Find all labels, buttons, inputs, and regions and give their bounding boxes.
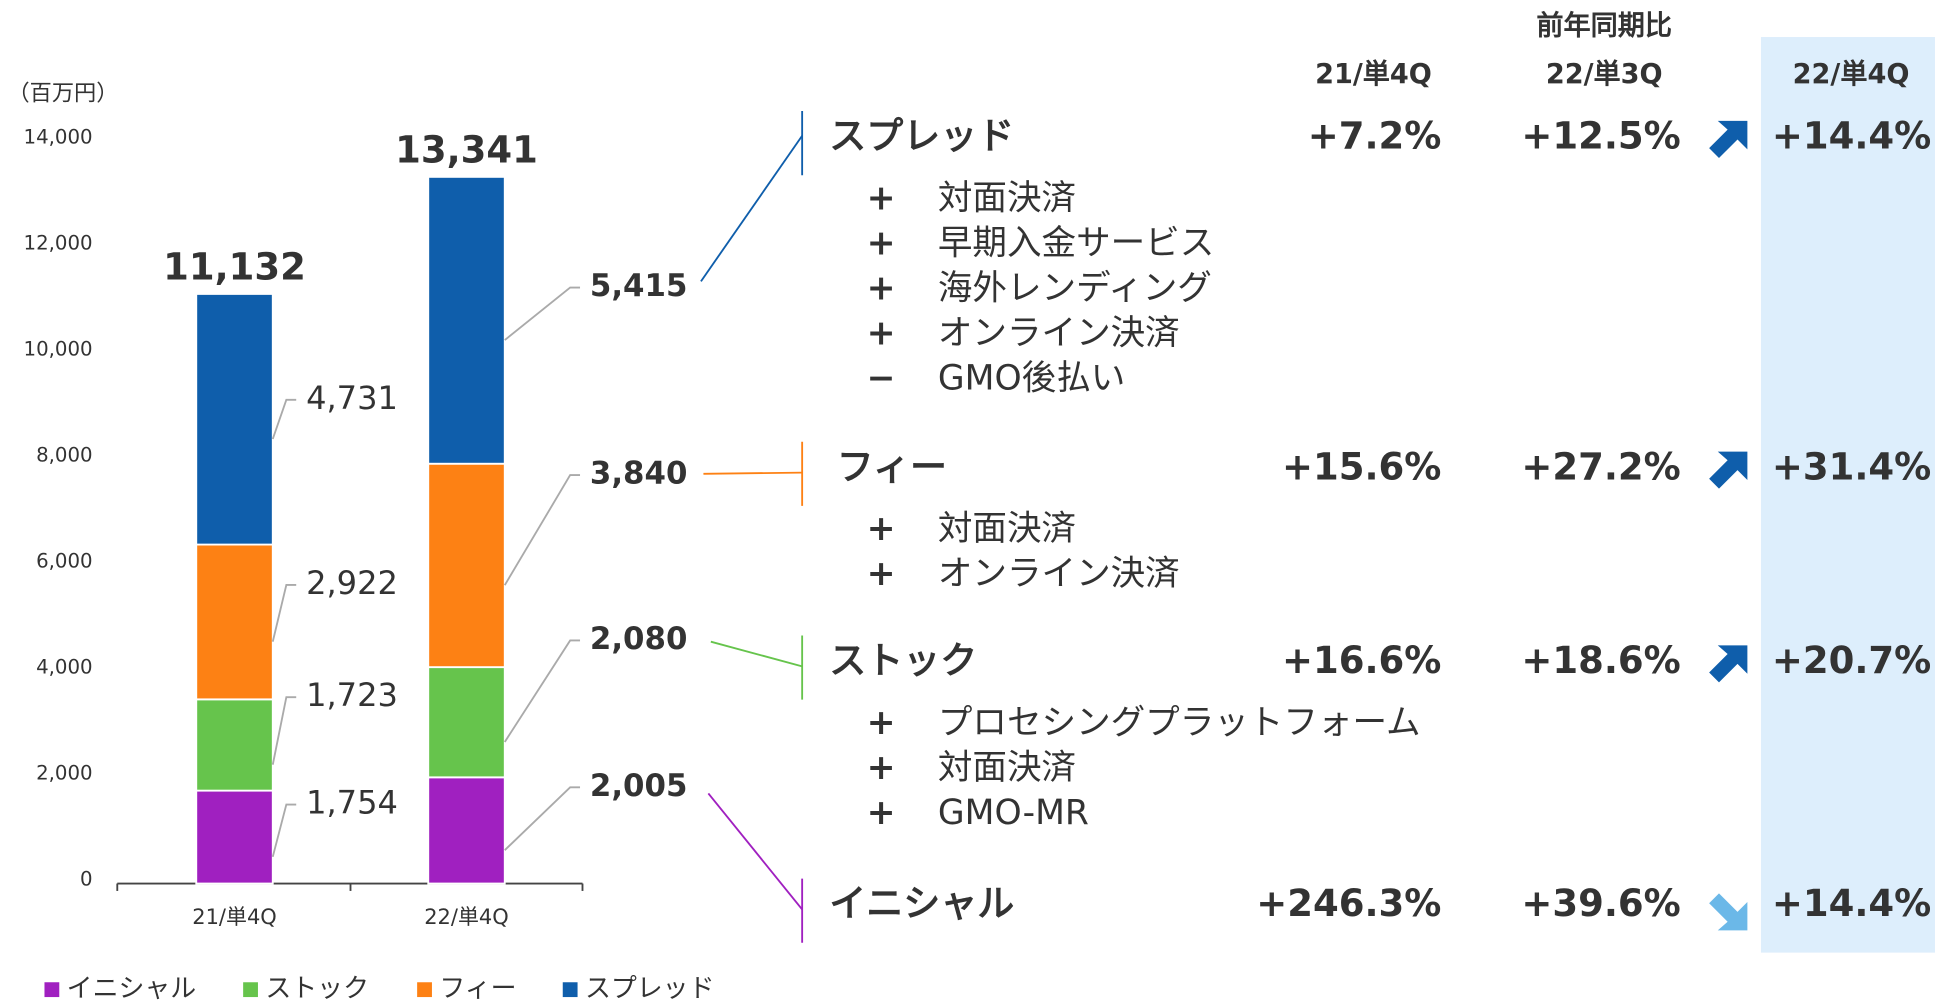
connector xyxy=(707,792,803,911)
item-sign: + xyxy=(867,509,896,549)
row-value: +12.5% xyxy=(1521,115,1680,158)
leader-line xyxy=(271,803,297,858)
bar-segment xyxy=(427,666,506,779)
item-text: 対面決済 xyxy=(938,509,1076,549)
value-label: 4,731 xyxy=(306,379,398,417)
row-value: +27.2% xyxy=(1521,445,1680,488)
bar-segment xyxy=(427,462,506,669)
legend-swatch xyxy=(243,982,258,998)
total-label: 11,132 xyxy=(163,246,306,289)
item-sign: + xyxy=(867,748,896,788)
legend-label: フィー xyxy=(439,974,516,1002)
leader-line xyxy=(271,696,297,765)
row-name: フィー xyxy=(837,445,947,488)
trend-arrow xyxy=(1709,120,1748,158)
legend-swatch xyxy=(44,982,60,998)
legend-label: ストック xyxy=(265,974,369,1002)
row-name: イニシャル xyxy=(829,882,1014,925)
row-value: +14.4% xyxy=(1772,882,1931,925)
row-name: ストック xyxy=(829,639,977,682)
value-label: 2,005 xyxy=(590,768,688,804)
bar-segment xyxy=(427,175,506,465)
total-label: 13,341 xyxy=(395,129,538,172)
column-header: 22/単3Q xyxy=(1546,58,1663,90)
y-tick-label: 4,000 xyxy=(36,655,93,678)
item-text: オンライン決済 xyxy=(938,314,1180,354)
legend-swatch xyxy=(562,982,578,998)
row-value: +16.6% xyxy=(1282,639,1441,682)
item-sign: + xyxy=(867,223,896,263)
trend-arrow xyxy=(1709,645,1748,683)
item-text: 海外レンディング xyxy=(938,268,1212,308)
value-label: 2,080 xyxy=(590,621,688,657)
connector xyxy=(700,135,803,282)
value-label: 2,922 xyxy=(306,564,398,602)
highlight-panel xyxy=(1760,37,1935,953)
bar-segment xyxy=(195,543,274,701)
row-value: +15.6% xyxy=(1282,445,1441,488)
value-label: 1,723 xyxy=(306,676,398,714)
item-sign: + xyxy=(867,703,896,743)
x-tick-label: 22/単4Q xyxy=(424,905,509,929)
item-text: オンライン決済 xyxy=(938,554,1180,594)
row-value: +246.3% xyxy=(1256,882,1441,925)
item-sign: + xyxy=(867,268,896,308)
item-text: 早期入金サービス xyxy=(938,223,1214,263)
item-sign: − xyxy=(867,359,896,399)
leader-line xyxy=(271,583,297,642)
y-tick-label: 0 xyxy=(80,867,93,890)
row-name: スプレッド xyxy=(829,115,1014,158)
row-value: +31.4% xyxy=(1772,445,1931,488)
x-tick-label: 21/単4Q xyxy=(192,905,277,929)
bar-segment xyxy=(195,789,274,885)
item-text: 対面決済 xyxy=(938,748,1076,788)
value-label: 3,840 xyxy=(590,456,688,492)
connector xyxy=(703,471,803,475)
row-value: +7.2% xyxy=(1308,115,1442,158)
unit-label: （百万円） xyxy=(7,80,118,106)
bar-segment xyxy=(427,776,506,885)
y-tick-label: 10,000 xyxy=(24,338,93,361)
item-sign: + xyxy=(867,314,896,354)
leader-line xyxy=(504,286,581,341)
row-value: +20.7% xyxy=(1772,639,1931,682)
y-tick-label: 2,000 xyxy=(36,761,93,784)
item-text: GMO-MR xyxy=(938,793,1089,833)
item-text: GMO後払い xyxy=(938,359,1125,399)
column-header: 21/単4Q xyxy=(1315,58,1432,90)
y-tick-label: 12,000 xyxy=(24,232,93,255)
column-header: 22/単4Q xyxy=(1793,58,1910,90)
bar-segment xyxy=(195,698,274,792)
legend-label: スプレッド xyxy=(585,974,715,1002)
row-value: +14.4% xyxy=(1772,115,1931,158)
item-sign: + xyxy=(867,793,896,833)
item-sign: + xyxy=(867,554,896,594)
trend-arrow xyxy=(1709,451,1748,489)
row-value: +18.6% xyxy=(1521,639,1680,682)
value-label: 1,754 xyxy=(306,784,398,822)
group-header: 前年同期比 xyxy=(1536,10,1672,42)
y-tick-label: 14,000 xyxy=(24,126,93,149)
row-value: +39.6% xyxy=(1521,882,1680,925)
leader-line xyxy=(503,474,581,586)
leader-line xyxy=(271,398,297,440)
trend-arrow xyxy=(1709,893,1748,931)
connector xyxy=(710,640,803,668)
y-tick-label: 8,000 xyxy=(36,444,93,467)
leader-line xyxy=(503,639,581,743)
item-sign: + xyxy=(867,178,896,218)
y-tick-label: 6,000 xyxy=(36,549,93,572)
value-label: 5,415 xyxy=(590,268,688,304)
leader-line xyxy=(504,786,581,851)
legend-swatch xyxy=(417,982,432,998)
item-text: プロセシングプラットフォーム xyxy=(938,703,1421,743)
bar-segment xyxy=(195,293,274,546)
legend-label: イニシャル xyxy=(67,974,197,1002)
item-text: 対面決済 xyxy=(938,178,1076,218)
